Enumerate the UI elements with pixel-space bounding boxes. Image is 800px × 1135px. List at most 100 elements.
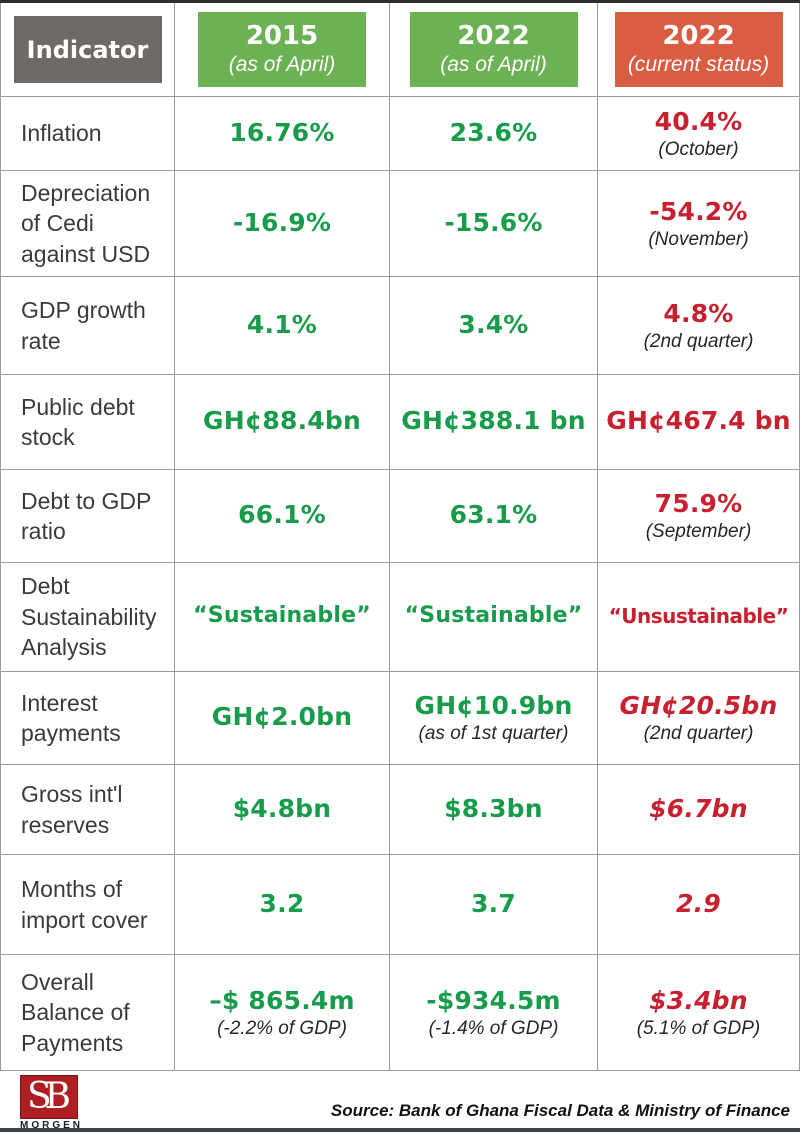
footer: SB MORGEN Source: Bank of Ghana Fiscal D… xyxy=(0,1071,800,1134)
column-header-2015: 2015 xyxy=(245,20,319,51)
value-2015: -16.9% xyxy=(232,207,332,237)
cell-2022-current: -54.2% (November) xyxy=(598,171,800,277)
value-2015: 4.1% xyxy=(246,309,318,339)
economic-indicators-table: Indicator 2015 (as of April) 2022 (as of… xyxy=(0,3,800,1071)
indicator-label: Interest payments xyxy=(21,689,121,746)
morgen-wordmark: MORGEN xyxy=(20,1120,83,1131)
value-2022-current: -54.2% xyxy=(649,196,748,226)
value-2015: –$ 865.4m xyxy=(209,985,355,1015)
value-2022-april: GH¢10.9bn xyxy=(414,691,573,720)
value-2022-current: GH¢20.5bn xyxy=(619,691,778,720)
indicator-header-box: Indicator xyxy=(13,16,162,83)
value-2015: $4.8bn xyxy=(232,793,332,823)
sb-morgen-logo: SB MORGEN xyxy=(20,1075,80,1131)
value-2022-april: 3.4% xyxy=(458,309,529,339)
value-2022-current: 2.9 xyxy=(676,888,721,918)
cell-2022-current: “Unsustainable” xyxy=(598,563,800,672)
cell-2015: “Sustainable” xyxy=(175,563,390,672)
value-2015: GH¢2.0bn xyxy=(211,702,353,731)
cell-2022-april: -$934.5m (-1.4% of GDP) xyxy=(390,955,598,1071)
value-2022-april: GH¢388.1 bn xyxy=(401,406,586,435)
value-note: (5.1% of GDP) xyxy=(636,1017,761,1039)
cell-2015: 66.1% xyxy=(175,470,390,563)
cell-2022-april: $8.3bn xyxy=(390,765,598,855)
value-2022-april: “Sustainable” xyxy=(404,603,583,628)
row-label: Debt to GDP ratio xyxy=(0,470,175,563)
value-note: (September) xyxy=(645,521,752,542)
value-2022-april: 3.7 xyxy=(471,888,516,918)
cell-2015: 4.1% xyxy=(175,277,390,375)
cell-2022-current: 75.9% (September) xyxy=(598,470,800,563)
column-subheader-2022-april: (as of April) xyxy=(440,53,547,77)
value-2022-current: $6.7bn xyxy=(649,793,748,823)
cell-2022-current: GH¢20.5bn (2nd quarter) xyxy=(598,672,800,765)
cell-2022-current: $3.4bn (5.1% of GDP) xyxy=(598,955,800,1071)
row-label: Debt Sustainability Analysis xyxy=(0,563,175,672)
indicator-label: Overall Balance of Payments xyxy=(21,968,130,1056)
header-box-2022-current: 2022 (current status) xyxy=(614,12,783,87)
cell-2022-april: 63.1% xyxy=(390,470,598,563)
cell-2022-current: GH¢467.4 bn xyxy=(598,375,800,470)
cell-2015: 3.2 xyxy=(175,855,390,955)
indicator-label: GDP growth rate xyxy=(21,297,146,354)
indicator-label: Gross int'l reserves xyxy=(21,781,123,838)
value-2015: “Sustainable” xyxy=(193,603,371,628)
value-2022-april: -$934.5m xyxy=(426,985,561,1015)
value-2022-april: $8.3bn xyxy=(444,793,543,823)
column-subheader-2015: (as of April) xyxy=(228,53,336,77)
value-2015: 66.1% xyxy=(238,500,326,529)
column-header-2022-april: 2022 xyxy=(457,20,530,51)
indicator-label: Depreciation of Cedi against USD xyxy=(21,179,151,267)
cell-2022-april: 3.7 xyxy=(390,855,598,955)
cell-2022-april: 3.4% xyxy=(390,277,598,375)
cell-2015: GH¢2.0bn xyxy=(175,672,390,765)
cell-2022-current: 40.4% (October) xyxy=(598,97,800,171)
indicator-label: Months of import cover xyxy=(21,876,148,933)
cell-2022-april: “Sustainable” xyxy=(390,563,598,672)
row-label: Public debt stock xyxy=(0,375,175,470)
value-2022-april: 63.1% xyxy=(449,500,538,529)
row-label: Inflation xyxy=(0,97,175,171)
row-label: Interest payments xyxy=(0,672,175,765)
cell-2022-current: 2.9 xyxy=(598,855,800,955)
value-2015: GH¢88.4bn xyxy=(202,406,361,435)
cell-2022-current: 4.8% (2nd quarter) xyxy=(598,277,800,375)
cell-2022-current: $6.7bn xyxy=(598,765,800,855)
column-header-2022-current: 2022 xyxy=(662,20,735,51)
row-label: Months of import cover xyxy=(0,855,175,955)
column-header-indicator: Indicator xyxy=(26,35,149,64)
indicator-label: Public debt stock xyxy=(21,393,135,450)
row-label: GDP growth rate xyxy=(0,277,175,375)
source-attribution: Source: Bank of Ghana Fiscal Data & Mini… xyxy=(330,1101,790,1120)
cell-2015: GH¢88.4bn xyxy=(175,375,390,470)
cell-2022-april: GH¢10.9bn (as of 1st quarter) xyxy=(390,672,598,765)
row-label: Depreciation of Cedi against USD xyxy=(0,171,175,277)
row-label: Gross int'l reserves xyxy=(0,765,175,855)
value-note: (as of 1st quarter) xyxy=(418,723,569,744)
value-2015: 16.76% xyxy=(229,117,335,147)
value-note: (2nd quarter) xyxy=(643,330,754,352)
value-2022-current: GH¢467.4 bn xyxy=(606,406,791,435)
value-note: (2nd quarter) xyxy=(643,723,754,744)
header-box-2022-april: 2022 (as of April) xyxy=(409,12,578,87)
cell-2022-april: GH¢388.1 bn xyxy=(390,375,598,470)
cell-2015: $4.8bn xyxy=(175,765,390,855)
header-cell-2015: 2015 (as of April) xyxy=(175,3,390,97)
header-box-2015: 2015 (as of April) xyxy=(198,12,366,87)
indicator-label: Debt Sustainability Analysis xyxy=(21,573,157,661)
header-cell-indicator: Indicator xyxy=(0,3,175,97)
sb-monogram: SB xyxy=(27,1076,71,1117)
value-note: (October) xyxy=(658,138,739,160)
value-2022-current: “Unsustainable” xyxy=(608,603,789,628)
cell-2015: 16.76% xyxy=(175,97,390,171)
sb-logo-mark: SB xyxy=(20,1075,78,1119)
value-2022-april: -15.6% xyxy=(444,207,543,237)
value-2022-current: $3.4bn xyxy=(649,985,748,1015)
value-note: (November) xyxy=(648,228,749,250)
cell-2022-april: -15.6% xyxy=(390,171,598,277)
header-cell-2022-april: 2022 (as of April) xyxy=(390,3,598,97)
value-note: (-1.4% of GDP) xyxy=(428,1017,559,1039)
value-2022-current: 75.9% xyxy=(654,489,743,518)
cell-2015: -16.9% xyxy=(175,171,390,277)
